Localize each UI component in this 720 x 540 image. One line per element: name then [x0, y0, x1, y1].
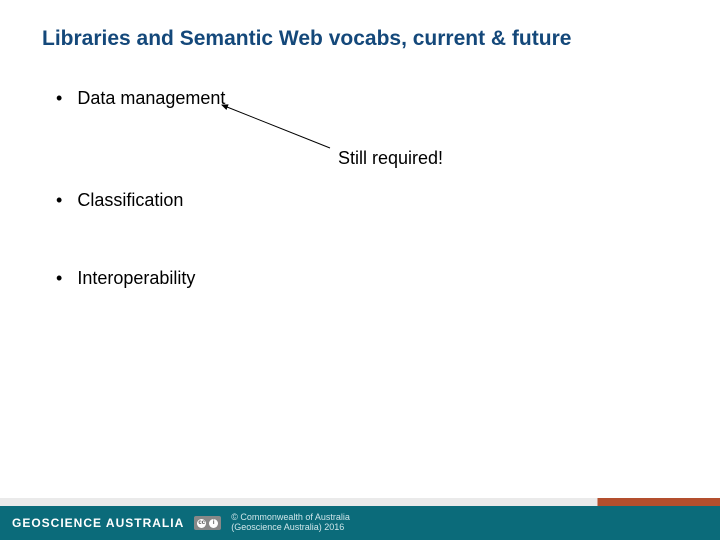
bullet-dot: •	[56, 88, 62, 108]
copyright-line1: © Commonwealth of Australia	[231, 512, 350, 522]
cc-icon: cc	[197, 519, 206, 528]
footer-main-bar: GEOSCIENCE AUSTRALIA cc i © Commonwealth…	[0, 506, 720, 540]
bullet-dot: •	[56, 190, 62, 210]
footer: GEOSCIENCE AUSTRALIA cc i © Commonwealth…	[0, 498, 720, 540]
bullet-classification: • Classification	[56, 190, 183, 211]
by-icon: i	[209, 519, 218, 528]
slide: Libraries and Semantic Web vocabs, curre…	[0, 0, 720, 540]
bullet-text: Classification	[77, 190, 183, 210]
bullet-interoperability: • Interoperability	[56, 268, 195, 289]
arrow-line	[222, 105, 330, 148]
bullet-data-management: • Data management	[56, 88, 225, 109]
slide-title: Libraries and Semantic Web vocabs, curre…	[42, 27, 571, 51]
cc-badge-icon: cc i	[194, 516, 221, 530]
footer-accent-bar	[0, 498, 720, 506]
footer-copyright: © Commonwealth of Australia (Geoscience …	[231, 513, 350, 533]
bullet-text: Interoperability	[77, 268, 195, 288]
copyright-line2: (Geoscience Australia) 2016	[231, 522, 344, 532]
bullet-text: Data management	[77, 88, 225, 108]
annotation-still-required: Still required!	[338, 148, 443, 169]
footer-org: GEOSCIENCE AUSTRALIA	[12, 516, 184, 530]
bullet-dot: •	[56, 268, 62, 288]
